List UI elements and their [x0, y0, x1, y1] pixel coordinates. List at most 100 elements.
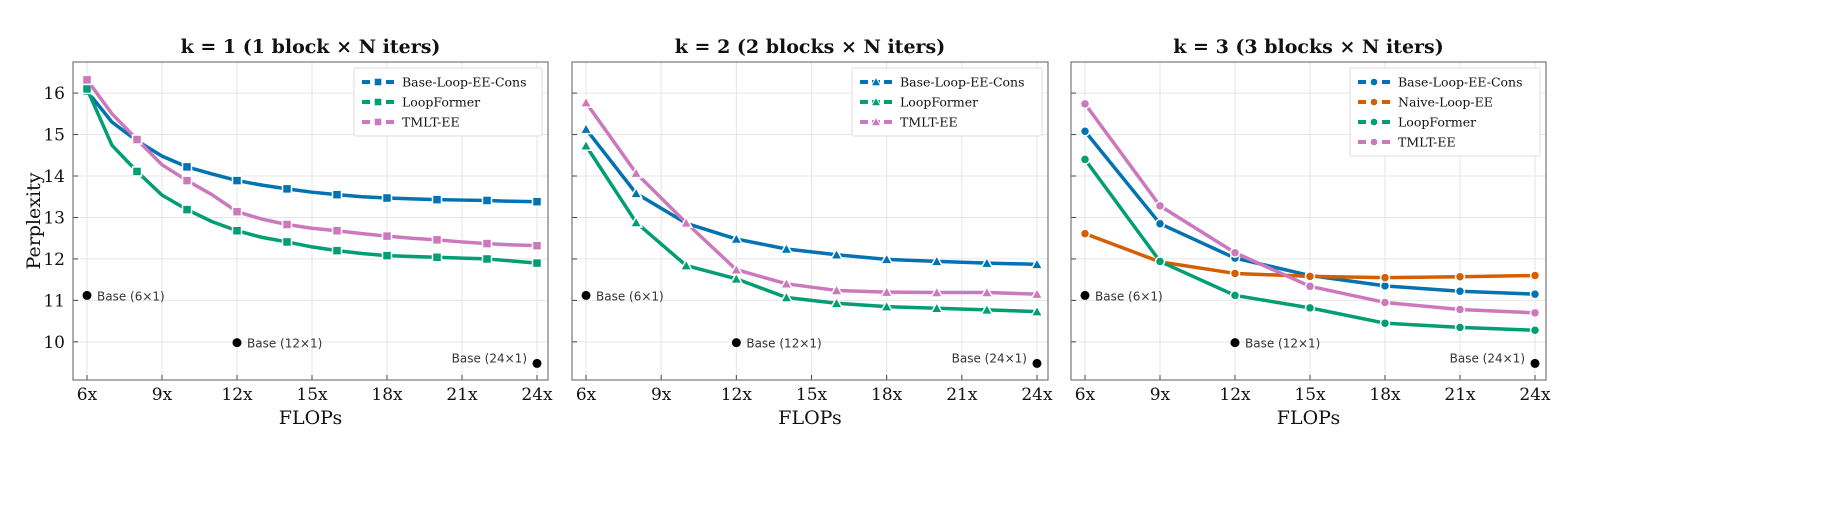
data-point	[83, 75, 92, 84]
data-point	[1231, 291, 1240, 300]
data-point	[1456, 272, 1465, 281]
data-point	[1531, 326, 1540, 335]
x-tick-label: 9x	[152, 385, 173, 405]
data-point	[1081, 127, 1090, 136]
chart-title: k = 1 (1 block × N iters)	[181, 36, 441, 58]
base-point-label: Base (12×1)	[746, 337, 821, 351]
base-point	[83, 291, 92, 300]
data-point	[1081, 229, 1090, 238]
x-tick-label: 12x	[221, 385, 253, 405]
data-point	[1306, 272, 1315, 281]
data-point	[1531, 271, 1540, 280]
data-point	[1381, 319, 1390, 328]
data-point	[1081, 155, 1090, 164]
x-tick-label: 21x	[1444, 385, 1476, 405]
figure: 6x9x12x15x18x21x24x10111213141516k = 1 (…	[0, 0, 1833, 505]
data-point	[1306, 303, 1315, 312]
x-tick-label: 6x	[1075, 385, 1096, 405]
data-point	[1156, 201, 1165, 210]
chart-panel-1: 6x9x12x15x18x21x24x10111213141516k = 1 (…	[23, 36, 553, 429]
data-point	[433, 235, 442, 244]
base-point	[233, 338, 242, 347]
legend: Base-Loop-EE-ConsLoopFormerTMLT-EE	[852, 68, 1042, 136]
x-tick-label: 9x	[651, 385, 672, 405]
x-tick-label: 15x	[1294, 385, 1326, 405]
data-point	[533, 259, 542, 268]
base-point	[1231, 338, 1240, 347]
legend-label: Naive-Loop-EE	[1398, 95, 1493, 110]
x-tick-label: 24x	[1021, 385, 1053, 405]
base-point	[732, 338, 741, 347]
legend-marker	[1370, 78, 1378, 86]
base-point-label: Base (6×1)	[97, 289, 165, 303]
y-tick-label: 14	[43, 167, 65, 187]
chart-panel-2: 6x9x12x15x18x21x24xk = 2 (2 blocks × N i…	[572, 36, 1053, 429]
data-point	[580, 140, 591, 150]
data-point	[433, 195, 442, 204]
y-axis-label: Perplexity	[23, 172, 45, 269]
legend: Base-Loop-EE-ConsNaive-Loop-EELoopFormer…	[1350, 68, 1540, 156]
x-tick-label: 9x	[1150, 385, 1171, 405]
data-point	[580, 97, 591, 107]
base-point-label: Base (24×1)	[452, 351, 527, 365]
data-point	[1156, 257, 1165, 266]
data-point	[1081, 99, 1090, 108]
data-point	[233, 226, 242, 235]
data-point	[183, 205, 192, 214]
y-tick-label: 13	[43, 208, 65, 228]
data-point	[533, 241, 542, 250]
legend: Base-Loop-EE-ConsLoopFormerTMLT-EE	[354, 68, 542, 136]
base-point	[1081, 291, 1090, 300]
data-point	[1306, 282, 1315, 291]
data-point	[1456, 323, 1465, 332]
data-point	[183, 176, 192, 185]
x-tick-label: 21x	[946, 385, 978, 405]
data-point	[333, 226, 342, 235]
legend-label: TMLT-EE	[1398, 135, 1456, 150]
data-point	[283, 237, 292, 246]
data-point	[533, 197, 542, 206]
data-point	[233, 176, 242, 185]
base-point	[533, 359, 542, 368]
legend-marker	[374, 78, 382, 86]
data-point	[483, 196, 492, 205]
x-axis-label: FLOPs	[279, 407, 342, 429]
data-point	[333, 246, 342, 255]
legend-label: LoopFormer	[402, 95, 480, 110]
x-tick-label: 21x	[446, 385, 478, 405]
base-point	[1531, 359, 1540, 368]
data-point	[233, 207, 242, 216]
data-point	[580, 124, 591, 134]
data-point	[1231, 248, 1240, 257]
data-point	[1456, 287, 1465, 296]
base-point-label: Base (12×1)	[247, 337, 322, 351]
x-axis-label: FLOPs	[778, 407, 841, 429]
base-point	[582, 291, 591, 300]
data-point	[1381, 273, 1390, 282]
data-point	[133, 167, 142, 176]
data-point	[383, 232, 392, 241]
legend-marker	[1370, 118, 1378, 126]
x-tick-label: 6x	[576, 385, 597, 405]
data-point	[383, 251, 392, 260]
base-point-label: Base (12×1)	[1245, 337, 1320, 351]
y-tick-label: 12	[43, 250, 65, 270]
data-point	[283, 184, 292, 193]
base-point	[1032, 359, 1041, 368]
chart-panel-3: 6x9x12x15x18x21x24xk = 3 (3 blocks × N i…	[1071, 36, 1551, 429]
y-tick-label: 16	[43, 84, 65, 104]
base-point-label: Base (6×1)	[596, 289, 664, 303]
legend-label: TMLT-EE	[900, 115, 958, 130]
base-point-label: Base (24×1)	[952, 351, 1027, 365]
data-point	[333, 190, 342, 199]
data-point	[433, 253, 442, 262]
legend-marker	[374, 98, 382, 106]
x-tick-label: 12x	[721, 385, 753, 405]
x-tick-label: 18x	[1369, 385, 1401, 405]
legend-label: LoopFormer	[1398, 115, 1476, 130]
x-tick-label: 18x	[371, 385, 403, 405]
chart-title: k = 3 (3 blocks × N iters)	[1173, 36, 1444, 58]
base-point-label: Base (24×1)	[1450, 351, 1525, 365]
legend-label: Base-Loop-EE-Cons	[402, 75, 527, 90]
data-point	[1456, 305, 1465, 314]
